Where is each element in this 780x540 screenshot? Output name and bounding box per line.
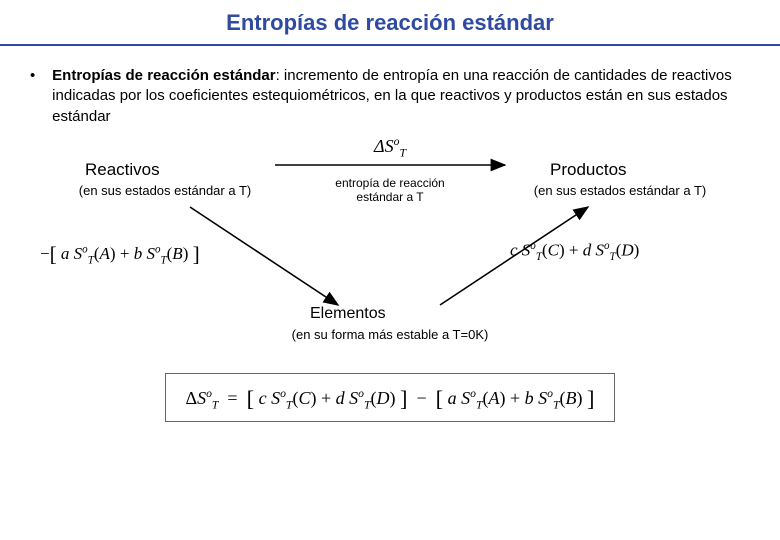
definition-bullet: • Entropías de reacción estándar: increm… — [0, 46, 780, 127]
title-band: Entropías de reacción estándar — [0, 0, 780, 46]
reaction-diagram: ΔSoT Reactivos (en sus estados estándar … — [0, 135, 780, 355]
arrow-right-up — [440, 207, 588, 305]
bullet-text: Entropías de reacción estándar: incremen… — [52, 66, 742, 127]
arrow-left-down — [190, 207, 338, 305]
bullet-lead: Entropías de reacción estándar — [52, 67, 275, 84]
final-formula-box: ΔSoT = [ c SoT(C) + d SoT(D) ] − [ a SoT… — [165, 373, 615, 423]
arrows-svg — [0, 135, 780, 355]
bullet-dot: • — [30, 66, 48, 86]
page-title: Entropías de reacción estándar — [0, 10, 780, 36]
